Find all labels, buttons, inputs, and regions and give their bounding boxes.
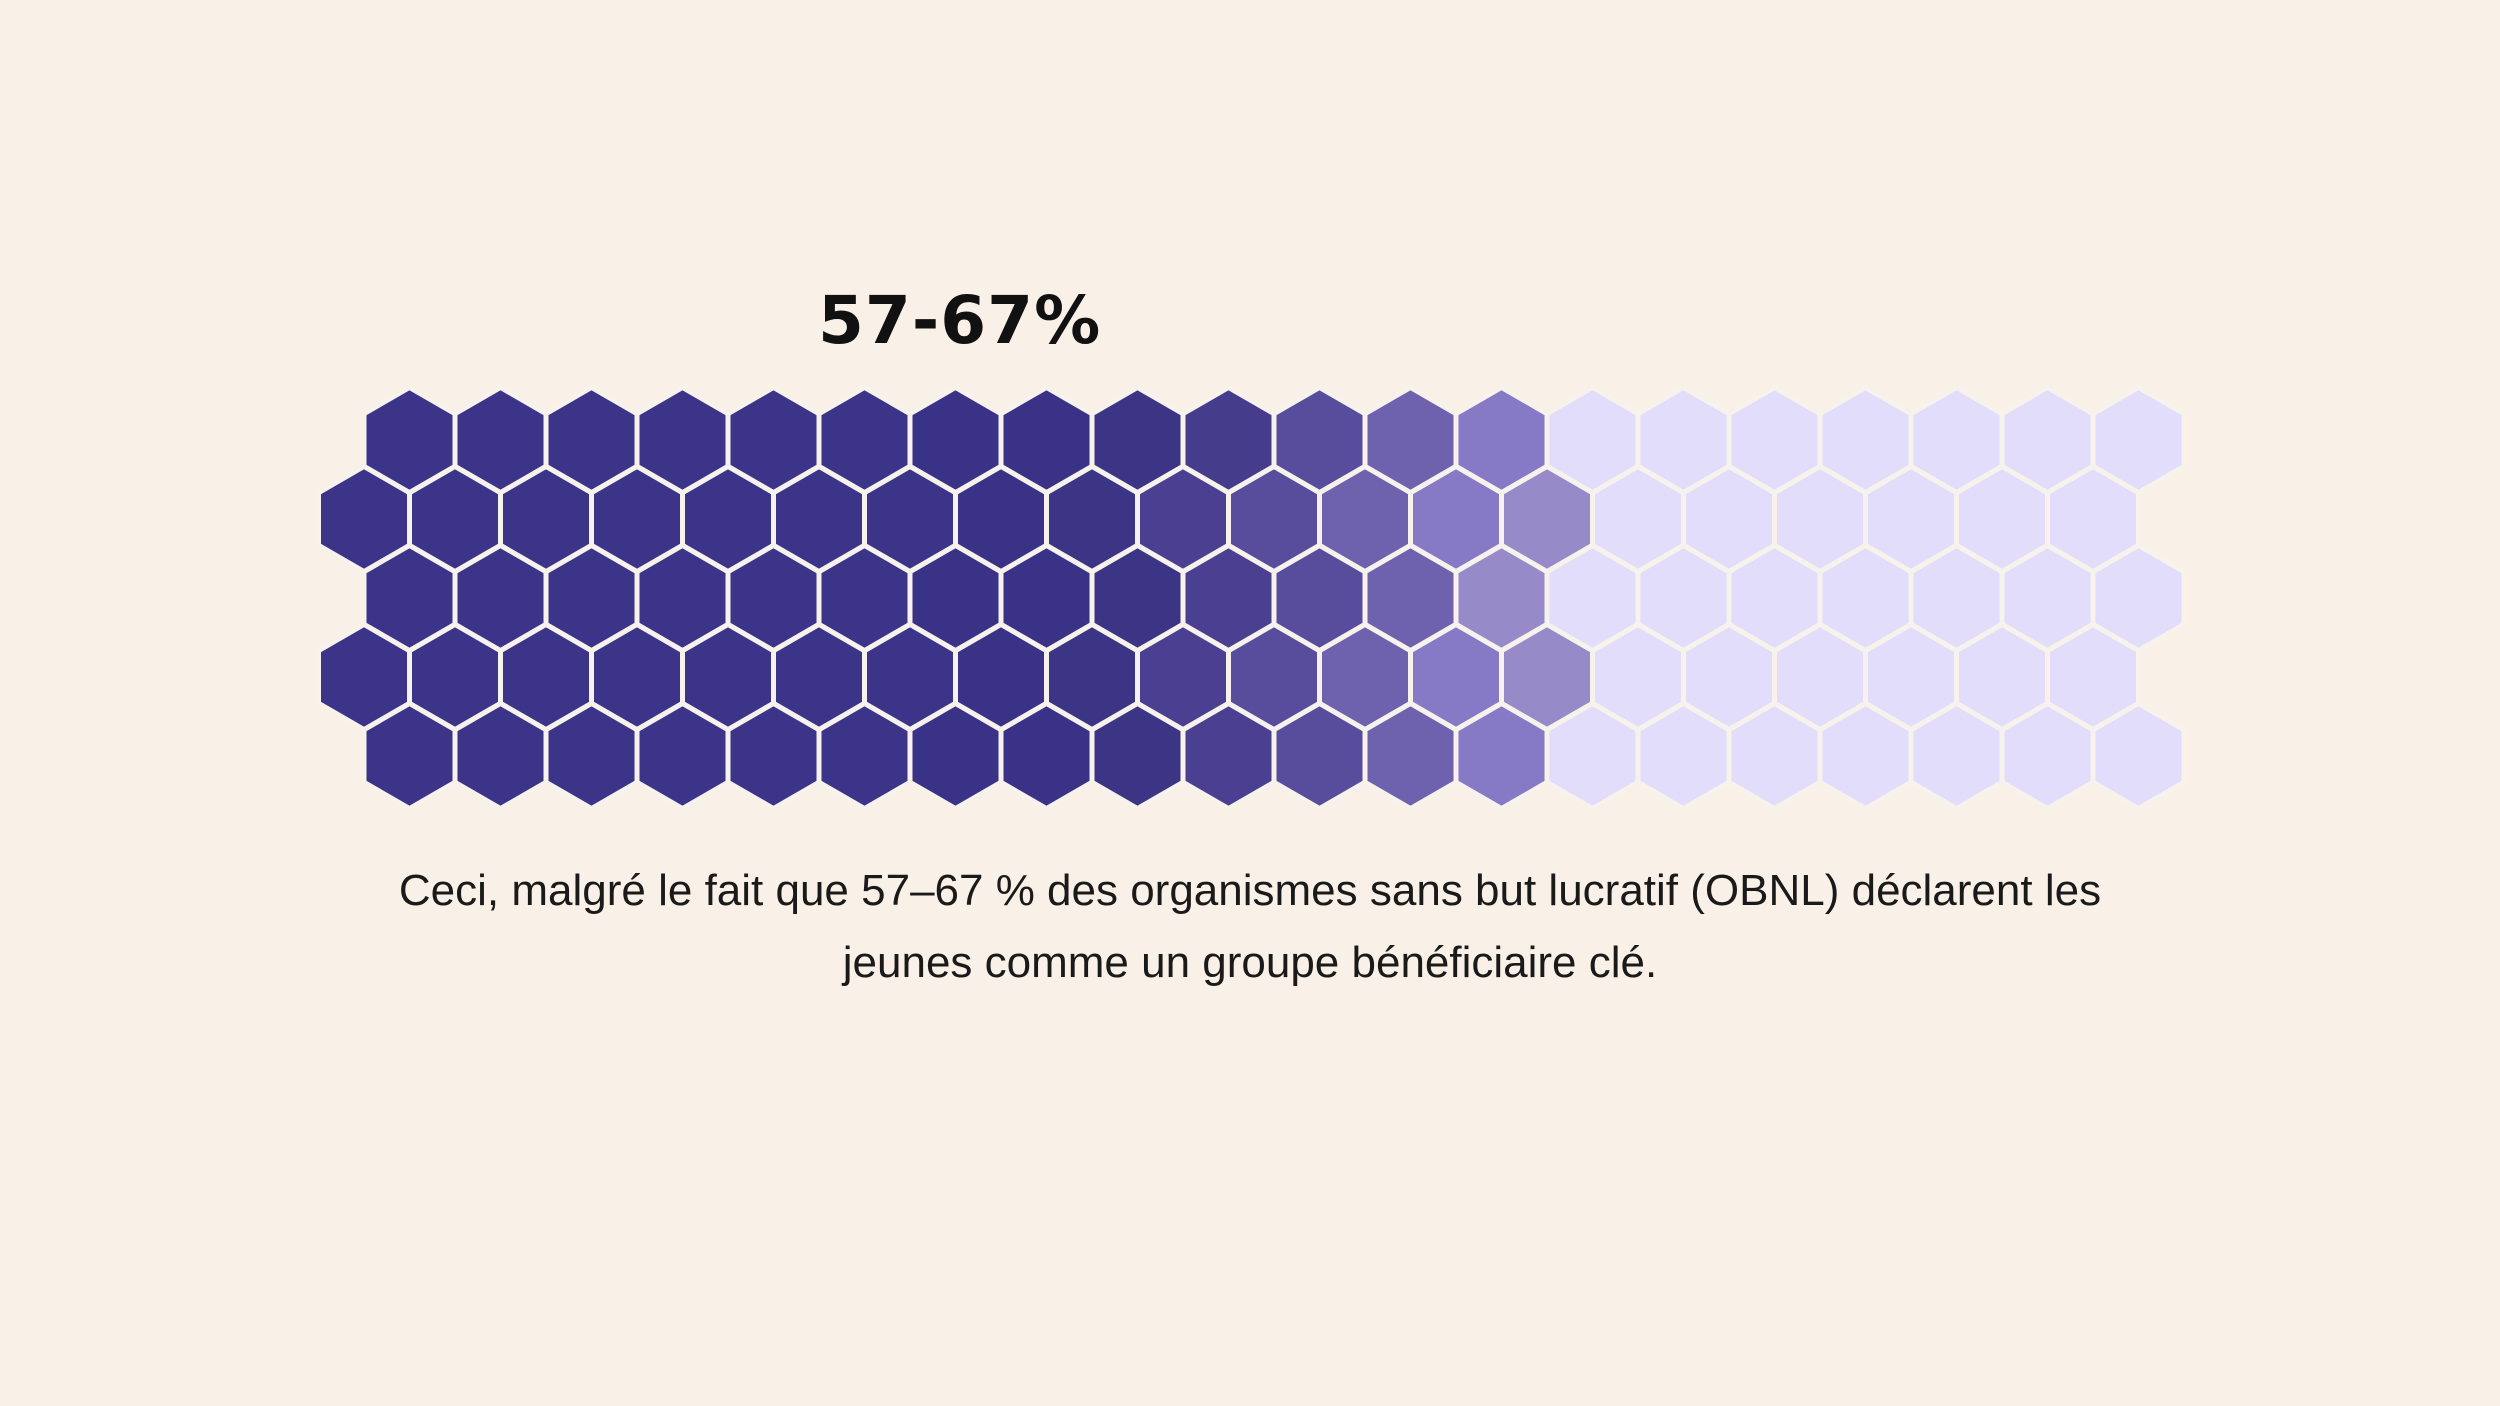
caption: Ceci, malgré le fait que 57–67 % des org… bbox=[200, 855, 2300, 999]
hex-cell bbox=[2091, 702, 2186, 810]
caption-line-1: Ceci, malgré le fait que 57–67 % des org… bbox=[398, 866, 2102, 915]
stat-range-label: 57-67% bbox=[818, 282, 1102, 359]
caption-line-2: jeunes comme un groupe bénéficiaire clé. bbox=[842, 938, 1658, 987]
